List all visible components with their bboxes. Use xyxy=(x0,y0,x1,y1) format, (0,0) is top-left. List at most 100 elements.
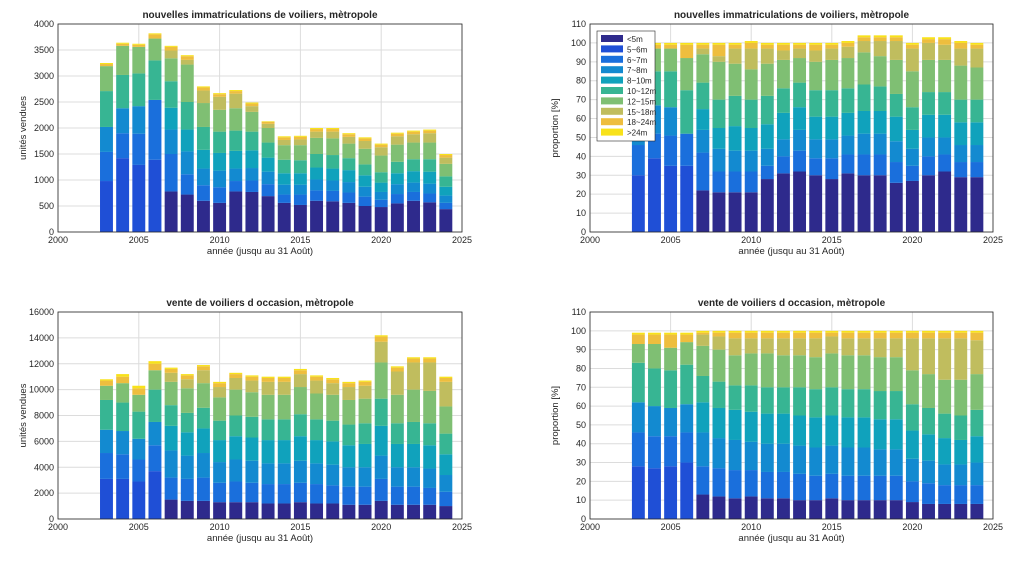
bar-segment xyxy=(342,486,356,505)
y-tick-label: 0 xyxy=(581,514,586,524)
bar-segment xyxy=(776,498,790,519)
legend-swatch xyxy=(601,118,623,126)
bar-segment xyxy=(277,377,291,382)
legend-label: 7~8m xyxy=(627,66,648,75)
bar-segment xyxy=(905,165,919,181)
bar-segment xyxy=(825,387,839,416)
y-axis-label: proportion [%] xyxy=(550,386,561,445)
bar-segment xyxy=(793,42,807,45)
bar-segment xyxy=(970,99,984,123)
bar-segment xyxy=(841,447,855,476)
bar-segment xyxy=(374,147,388,156)
y-tick-label: 16000 xyxy=(29,307,54,317)
bar-segment xyxy=(712,336,726,350)
bar-segment xyxy=(712,61,726,100)
bar-segment xyxy=(390,194,404,204)
bar-segment xyxy=(922,156,935,176)
bar-segment xyxy=(664,347,678,371)
bar-segment xyxy=(712,192,726,232)
bar-segment xyxy=(776,59,790,89)
y-tick-label: 4000 xyxy=(34,462,54,472)
bar-segment xyxy=(793,387,807,416)
chart-panel-2: 2000 2005 2010 2015 2020 2025 0 10 20 30 40 50 60 70 8… xyxy=(550,10,1003,257)
bar-segment xyxy=(760,179,774,232)
y-tick-label: 70 xyxy=(576,95,586,105)
bar-segment xyxy=(132,133,146,165)
bar-segment xyxy=(213,462,227,483)
bar-segment xyxy=(180,194,194,232)
bar-segment xyxy=(213,152,227,171)
bar-segment xyxy=(970,340,984,375)
bar-segment xyxy=(954,48,968,66)
bar-segment xyxy=(938,503,952,519)
bar-segment xyxy=(164,499,178,519)
bar-segment xyxy=(809,116,823,140)
bar-segment xyxy=(954,41,968,43)
bar-segment xyxy=(809,332,823,339)
bar-segment xyxy=(905,338,919,371)
chart-panel-1: 2000 2005 2010 2015 2020 2025 0 500 1000 1500 2000… xyxy=(18,10,472,257)
y-tick-label: 20 xyxy=(576,476,586,486)
bar-segment xyxy=(407,142,420,160)
bar-segment xyxy=(374,143,388,145)
bar-segment xyxy=(857,37,871,42)
bar-segment xyxy=(680,58,694,91)
bar-segment xyxy=(293,135,307,137)
bar-segment xyxy=(229,108,243,131)
bar-segment xyxy=(164,405,178,426)
bar-segment xyxy=(439,154,453,156)
bar-segment xyxy=(873,56,887,87)
y-tick-label: 80 xyxy=(576,76,586,86)
bar-segment xyxy=(390,423,404,444)
bar-segment xyxy=(439,381,453,407)
bar-segment xyxy=(164,58,178,82)
bar-segment xyxy=(825,498,839,519)
y-tick-label: 50 xyxy=(576,132,586,142)
bar-segment xyxy=(148,99,162,160)
bar-segment xyxy=(423,202,437,232)
bar-segment xyxy=(358,423,372,444)
bar-segment xyxy=(760,48,774,64)
bar-segment xyxy=(728,330,742,333)
bar-segment xyxy=(857,84,871,111)
bar-segment xyxy=(728,48,742,64)
bar-segment xyxy=(342,467,356,487)
x-tick-label: 2010 xyxy=(741,235,761,245)
bar-segment xyxy=(873,357,887,392)
bar-segment xyxy=(326,201,340,232)
bar-segment xyxy=(358,137,372,139)
bar-segment xyxy=(922,503,935,519)
chart-title: vente de voiliers d occasion, mètropole xyxy=(698,298,886,309)
bar-segment xyxy=(825,415,839,446)
bar-segment xyxy=(407,130,420,132)
bar-segment xyxy=(793,48,807,59)
bar-segment xyxy=(873,86,887,111)
bar-segment xyxy=(358,148,372,165)
bar-segment xyxy=(132,481,146,519)
bar-segment xyxy=(407,486,420,505)
bar-segment xyxy=(374,335,388,337)
bar-segment xyxy=(728,63,742,96)
bar-segment xyxy=(342,158,356,171)
bar-segment xyxy=(132,459,146,482)
bar-segment xyxy=(148,34,162,39)
bar-segment xyxy=(631,432,645,467)
bar-segment xyxy=(809,44,823,51)
bar-segment xyxy=(132,44,146,47)
bar-segment xyxy=(277,376,291,378)
x-axis-label: année (jusqu au 31 Août) xyxy=(207,533,313,544)
y-tick-label: 80 xyxy=(576,363,586,373)
bar-segment xyxy=(922,338,935,375)
bar-segment xyxy=(277,145,291,160)
bar-segment xyxy=(760,387,774,414)
legend-swatch xyxy=(601,76,623,84)
y-tick-label: 70 xyxy=(576,382,586,392)
bar-segment xyxy=(905,48,919,72)
bar-segment xyxy=(938,330,952,333)
y-tick-label: 40 xyxy=(576,151,586,161)
bar-segment xyxy=(439,186,453,196)
bar-segment xyxy=(809,475,823,501)
bar-segment xyxy=(680,332,694,335)
bar-segment xyxy=(857,330,871,333)
